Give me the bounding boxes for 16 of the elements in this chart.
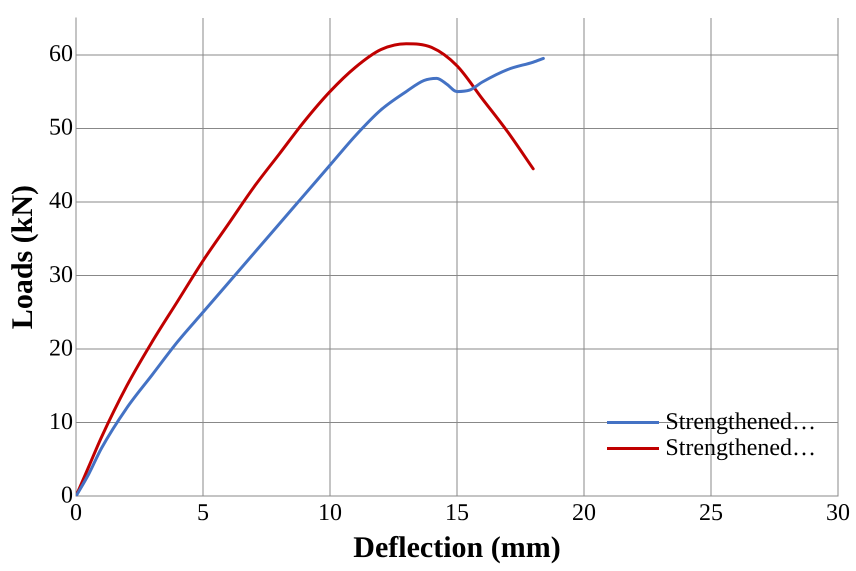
- x-axis-title: Deflection (mm): [353, 530, 561, 564]
- x-tick-label: 15: [445, 500, 469, 526]
- legend-label: Strengthened…: [665, 435, 816, 461]
- y-tick-label: 50: [49, 114, 73, 141]
- y-tick-label: 20: [49, 335, 73, 362]
- x-tick-label: 5: [197, 500, 209, 526]
- x-tick-label: 20: [572, 500, 596, 526]
- x-tick-label: 10: [318, 500, 342, 526]
- y-tick-label: 30: [49, 262, 73, 288]
- x-tick-label: 25: [699, 500, 723, 526]
- legend-label: Strengthened…: [665, 409, 816, 435]
- y-axis-title: Loads (kN): [6, 185, 39, 330]
- y-tick-label: 60: [49, 41, 73, 68]
- y-tick-label: 10: [49, 408, 73, 435]
- x-tick-label: 30: [826, 500, 850, 526]
- y-tick-label: 40: [49, 188, 73, 214]
